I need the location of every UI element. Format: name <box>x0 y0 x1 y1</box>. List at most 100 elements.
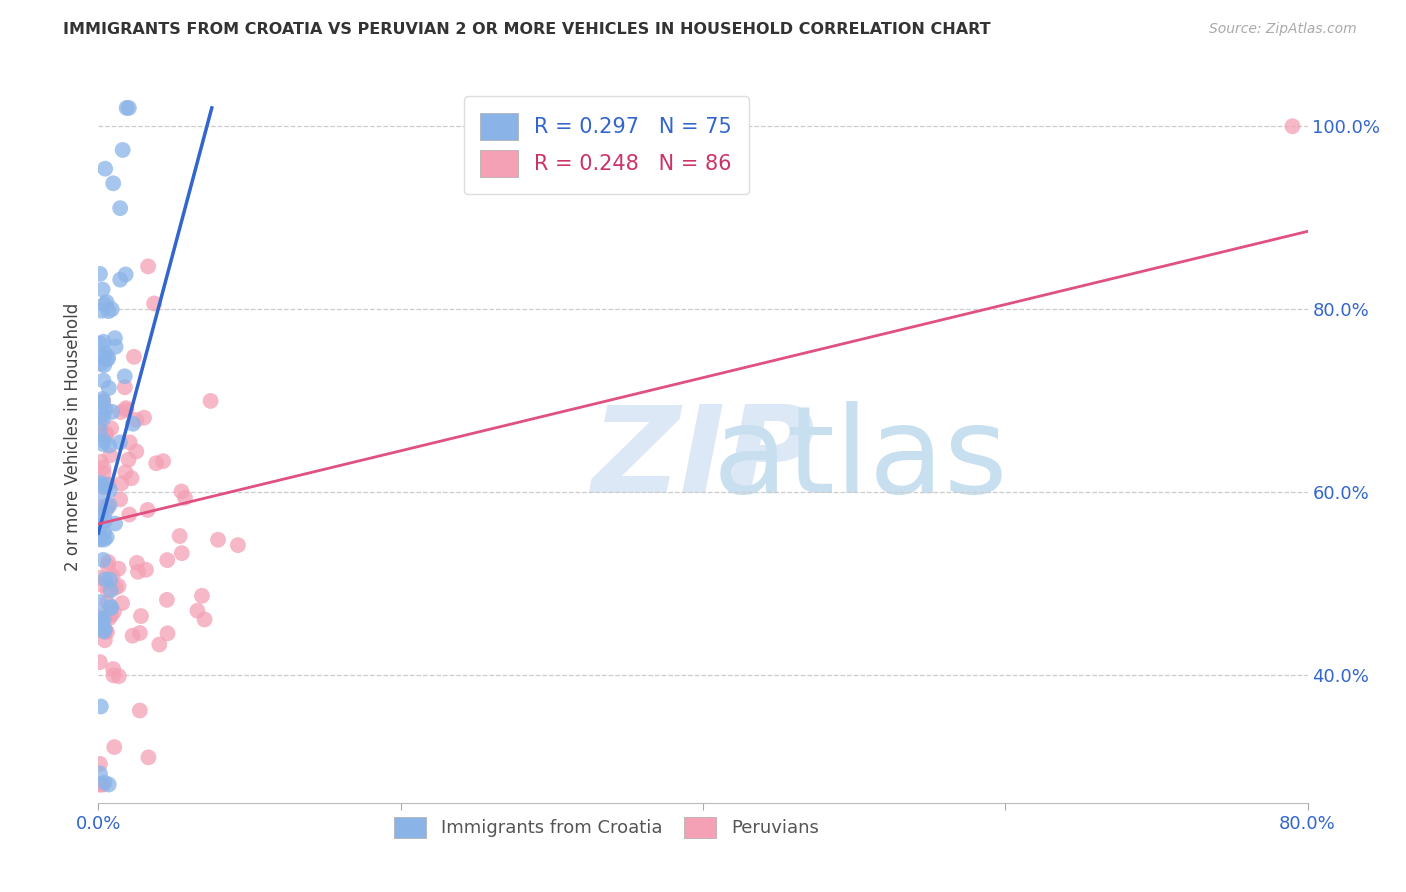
Point <box>114 465 136 479</box>
Point <box>122 350 145 364</box>
Point <box>103 668 125 682</box>
Point <box>96 499 118 513</box>
Point <box>93 525 115 540</box>
Point <box>107 579 129 593</box>
Point <box>174 491 197 505</box>
Point <box>89 610 111 624</box>
Point <box>94 513 117 527</box>
Point <box>91 283 114 297</box>
Point <box>96 295 118 310</box>
Point <box>104 331 127 345</box>
Point <box>89 619 111 633</box>
Point <box>152 454 174 468</box>
Legend: Immigrants from Croatia, Peruvians: Immigrants from Croatia, Peruvians <box>387 810 825 845</box>
Point <box>89 595 111 609</box>
Point <box>118 508 141 522</box>
Point <box>93 334 115 349</box>
Text: Source: ZipAtlas.com: Source: ZipAtlas.com <box>1209 22 1357 37</box>
Point <box>115 401 138 416</box>
Point <box>129 609 152 624</box>
Point <box>98 573 121 587</box>
Point <box>145 456 167 470</box>
Point <box>107 562 129 576</box>
Point <box>89 336 111 351</box>
Point <box>97 500 120 515</box>
Point <box>97 351 120 365</box>
Point <box>98 438 121 452</box>
Point <box>101 662 124 676</box>
Point <box>94 504 117 518</box>
Point <box>93 624 115 639</box>
Point <box>91 411 114 425</box>
Point <box>89 622 111 636</box>
Point <box>90 778 112 792</box>
Y-axis label: 2 or more Vehicles in Household: 2 or more Vehicles in Household <box>65 303 83 571</box>
Point <box>128 626 150 640</box>
Point <box>94 402 117 417</box>
Point <box>100 583 122 598</box>
Point <box>110 476 132 491</box>
Point <box>97 558 120 573</box>
Point <box>91 778 114 792</box>
Point <box>121 471 143 485</box>
Point <box>136 260 159 274</box>
Point <box>118 101 141 115</box>
Point <box>90 357 112 371</box>
Point <box>104 340 127 354</box>
Point <box>98 498 121 512</box>
Point <box>97 477 120 491</box>
Text: ZIP: ZIP <box>591 401 815 517</box>
Point <box>128 704 150 718</box>
Point <box>89 778 111 792</box>
Point <box>96 625 118 640</box>
Point <box>156 626 179 640</box>
Point <box>100 421 122 435</box>
Point <box>156 593 179 607</box>
Point <box>103 605 125 619</box>
Text: atlas: atlas <box>713 401 1008 517</box>
Point <box>93 297 115 311</box>
Point <box>90 508 112 523</box>
Point <box>122 417 145 431</box>
Point <box>90 611 112 625</box>
Point <box>94 161 117 176</box>
Point <box>93 533 115 547</box>
Point <box>114 380 136 394</box>
Point <box>93 480 115 494</box>
Point <box>96 352 118 367</box>
Point <box>93 346 115 360</box>
Point <box>138 750 160 764</box>
Point <box>97 778 120 792</box>
Point <box>89 495 111 509</box>
Point <box>94 428 117 442</box>
Point <box>111 143 134 157</box>
Point <box>89 756 111 771</box>
Point <box>100 302 122 317</box>
Point <box>110 273 132 287</box>
Point <box>90 699 112 714</box>
Point <box>93 612 115 626</box>
Point <box>90 303 112 318</box>
Point <box>191 589 214 603</box>
Point <box>89 571 111 585</box>
Point <box>100 599 122 614</box>
Point <box>96 596 118 610</box>
Point <box>89 423 111 437</box>
Point <box>91 408 114 422</box>
Point <box>170 484 193 499</box>
Point <box>117 452 139 467</box>
Point <box>94 633 117 648</box>
Point <box>89 416 111 430</box>
Point <box>93 461 115 475</box>
Point <box>111 596 134 610</box>
Point <box>104 516 127 531</box>
Point <box>89 613 111 627</box>
Point <box>90 480 112 494</box>
Point <box>108 435 131 450</box>
Point <box>114 268 136 282</box>
Point <box>91 395 114 409</box>
Point <box>93 775 115 789</box>
Point <box>115 101 138 115</box>
Point <box>148 638 170 652</box>
Text: IMMIGRANTS FROM CROATIA VS PERUVIAN 2 OR MORE VEHICLES IN HOUSEHOLD CORRELATION : IMMIGRANTS FROM CROATIA VS PERUVIAN 2 OR… <box>63 22 991 37</box>
